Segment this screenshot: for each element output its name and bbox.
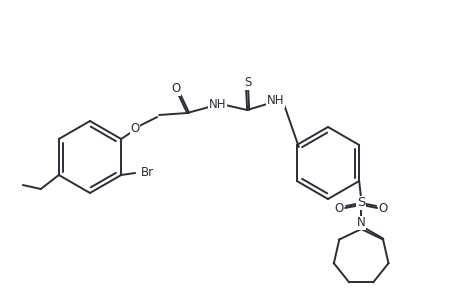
Text: S: S	[357, 196, 366, 210]
Text: S: S	[245, 77, 252, 89]
Text: O: O	[172, 82, 181, 95]
Text: N: N	[357, 217, 366, 229]
Text: O: O	[335, 202, 344, 214]
Text: Br: Br	[140, 167, 154, 180]
Text: NH: NH	[266, 95, 284, 107]
Text: O: O	[379, 202, 388, 214]
Text: NH: NH	[208, 98, 226, 110]
Text: O: O	[130, 121, 140, 135]
